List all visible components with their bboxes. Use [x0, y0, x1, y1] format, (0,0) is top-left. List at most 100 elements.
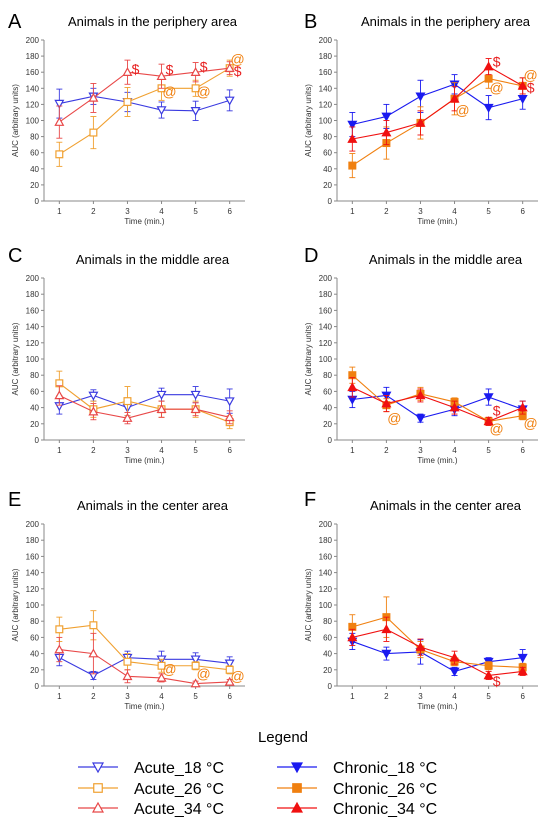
- marker: [88, 92, 99, 102]
- y-tick-label: 140: [319, 323, 333, 332]
- marker: [347, 382, 358, 392]
- panel-letter: D: [304, 245, 318, 267]
- marker: [449, 652, 460, 662]
- x-tick-label: 1: [57, 446, 62, 455]
- marker: [381, 112, 392, 122]
- y-tick-label: 200: [26, 274, 40, 283]
- chart-title: Animals in the center area: [77, 498, 229, 513]
- y-tick-label: 80: [30, 133, 39, 142]
- y-axis-label: AUC (arbitrary units): [11, 568, 20, 641]
- series-line: [59, 624, 230, 671]
- marker: [88, 648, 99, 658]
- marker: [517, 653, 528, 663]
- y-tick-label: 40: [323, 165, 332, 174]
- x-tick-label: 3: [418, 446, 423, 455]
- series-line: [352, 640, 523, 673]
- y-tick-label: 80: [30, 617, 39, 626]
- marker: [55, 625, 64, 634]
- marker: [348, 161, 357, 170]
- y-tick-label: 20: [323, 420, 332, 429]
- dollar-annotation: $: [493, 673, 501, 689]
- marker: [123, 397, 132, 406]
- y-tick-label: 0: [35, 436, 40, 445]
- marker: [93, 783, 103, 793]
- legend-entry-acute-34: Acute_34 °C: [78, 801, 224, 818]
- marker: [190, 678, 201, 688]
- y-tick-label: 100: [26, 117, 40, 126]
- legend-entry-chronic-18: Chronic_18 °C: [277, 760, 437, 777]
- y-tick-label: 120: [26, 339, 40, 348]
- dollar-annotation: $: [234, 63, 242, 79]
- marker: [224, 397, 235, 407]
- x-tick-label: 3: [125, 692, 130, 701]
- series-line: [59, 95, 230, 112]
- y-tick-label: 100: [319, 355, 333, 364]
- marker: [415, 414, 426, 424]
- y-tick-label: 80: [323, 133, 332, 142]
- marker: [517, 402, 528, 412]
- chart-title: Animals in the middle area: [76, 252, 230, 267]
- marker: [415, 117, 426, 127]
- at-annotation: @: [196, 83, 210, 99]
- x-tick-label: 1: [57, 692, 62, 701]
- marker: [156, 70, 167, 81]
- legend-label: Acute_26 °C: [134, 781, 224, 798]
- chart-title: Animals in the periphery area: [68, 14, 238, 29]
- y-tick-label: 0: [328, 436, 333, 445]
- y-tick-label: 200: [26, 520, 40, 529]
- x-axis-label: Time (min.): [417, 217, 457, 226]
- dollar-annotation: $: [132, 61, 140, 77]
- chart-panel-f: F Animals in the center area 0 20 40 60 80 100 1…: [304, 489, 538, 711]
- x-tick-label: 1: [350, 692, 355, 701]
- marker: [122, 412, 133, 422]
- y-tick-label: 40: [30, 404, 39, 413]
- series-line: [59, 657, 230, 677]
- y-axis-label: AUC (arbitrary units): [11, 84, 20, 157]
- x-axis-label: Time (min.): [417, 702, 457, 711]
- marker: [449, 402, 460, 412]
- legend-entry-chronic-34: Chronic_34 °C: [277, 801, 437, 818]
- x-tick-label: 1: [57, 207, 62, 216]
- y-tick-label: 180: [26, 536, 40, 545]
- chart-panel-c: C Animals in the middle area 0 20 40 60 80 100 1…: [8, 245, 245, 465]
- y-tick-label: 40: [323, 650, 332, 659]
- y-tick-label: 80: [323, 617, 332, 626]
- at-annotation: @: [196, 666, 210, 682]
- x-tick-label: 2: [91, 207, 96, 216]
- marker: [191, 661, 200, 670]
- y-tick-label: 80: [30, 371, 39, 380]
- x-tick-label: 6: [227, 692, 232, 701]
- marker: [156, 390, 167, 400]
- marker: [483, 670, 494, 680]
- y-tick-label: 140: [26, 569, 40, 578]
- y-tick-label: 180: [26, 290, 40, 299]
- marker: [190, 403, 201, 414]
- marker: [292, 783, 302, 793]
- y-tick-label: 160: [319, 306, 333, 315]
- marker: [54, 644, 65, 654]
- marker: [55, 150, 64, 159]
- y-tick-label: 180: [319, 52, 333, 61]
- marker: [190, 390, 201, 400]
- chart-panel-e: E Animals in the center area 0 20 40 60 80 100 1…: [8, 489, 245, 711]
- marker: [224, 659, 235, 669]
- y-tick-label: 160: [319, 552, 333, 561]
- y-tick-label: 200: [319, 36, 333, 45]
- x-tick-label: 5: [193, 207, 198, 216]
- series-line: [352, 83, 523, 126]
- x-tick-label: 2: [384, 446, 389, 455]
- x-tick-label: 5: [486, 692, 491, 701]
- dollar-annotation: $: [200, 58, 208, 74]
- marker: [483, 416, 494, 426]
- marker: [54, 99, 65, 109]
- x-axis-label: Time (min.): [417, 456, 457, 465]
- series-line: [59, 394, 230, 409]
- series-line: [59, 67, 230, 123]
- chart-panel-d: D Animals in the middle area 0 20 40 60 80 100 1…: [304, 245, 538, 465]
- marker: [449, 667, 460, 677]
- x-axis-label: Time (min.): [124, 217, 164, 226]
- marker: [483, 61, 494, 71]
- x-tick-label: 3: [125, 207, 130, 216]
- marker: [224, 412, 235, 422]
- at-annotation: @: [162, 661, 176, 677]
